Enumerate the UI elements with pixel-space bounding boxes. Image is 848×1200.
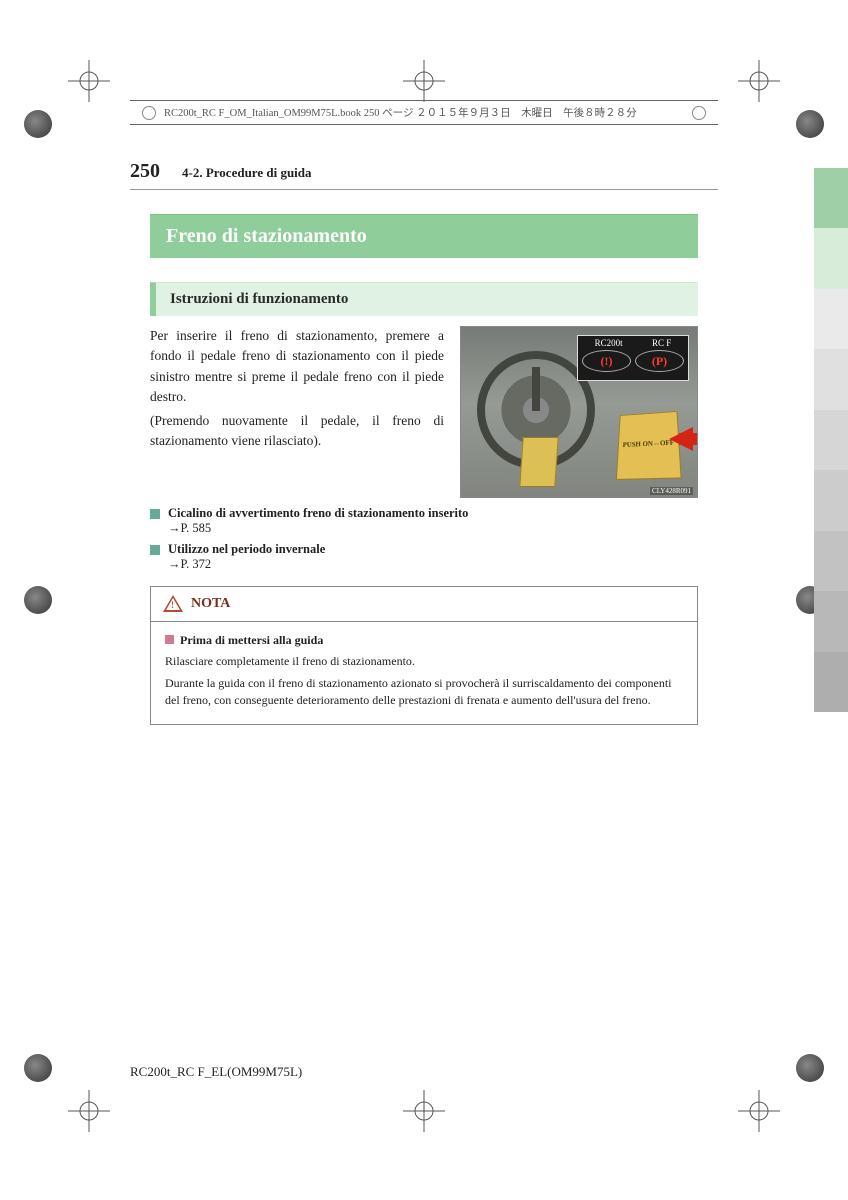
crop-mark-icon: [403, 1090, 445, 1132]
subheading: Istruzioni di funzionamento: [150, 282, 698, 316]
nota-box: ! NOTA Prima di mettersi alla guida Rila…: [150, 586, 698, 725]
crop-mark-icon: [68, 60, 110, 102]
crop-mark-icon: [68, 1090, 110, 1132]
image-code: CLY428R091: [650, 487, 693, 495]
nota-heading: ! NOTA: [151, 587, 697, 622]
body-text: Per inserire il freno di stazionamento, …: [150, 326, 444, 498]
registration-dot-icon: [24, 1054, 52, 1082]
print-header: RC200t_RC F_OM_Italian_OM99M75L.book 250…: [130, 100, 718, 125]
reference-list: Cicalino di avvertimento freno di stazio…: [150, 506, 698, 572]
nota-paragraph: Rilasciare completamente il freno di sta…: [165, 653, 683, 670]
section-path: 4-2. Procedure di guida: [182, 165, 312, 181]
page-title: Freno di stazionamento: [150, 214, 698, 258]
pedal-label: PUSH ON⇔OFF: [623, 439, 675, 449]
body-paragraph: (Premendo nuovamente il pedale, il freno…: [150, 411, 444, 452]
square-bullet-icon: [150, 545, 160, 555]
page-reference: →P. 585: [168, 521, 698, 536]
bullet-title: Cicalino di avvertimento freno di stazio…: [168, 506, 468, 521]
print-header-text: RC200t_RC F_OM_Italian_OM99M75L.book 250…: [164, 105, 637, 120]
crop-mark-icon: [403, 60, 445, 102]
warning-lamp-icon: (!): [582, 350, 631, 372]
ring-icon: [142, 106, 156, 120]
dash-label: RC F: [652, 338, 671, 348]
bullet-title: Utilizzo nel periodo invernale: [168, 542, 325, 557]
nota-lead: Prima di mettersi alla guida: [180, 633, 323, 647]
ring-icon: [692, 106, 706, 120]
warning-triangle-icon: !: [163, 595, 183, 613]
page-content: 250 4-2. Procedure di guida Freno di sta…: [130, 160, 718, 725]
color-tab-bar: [814, 168, 848, 712]
registration-dot-icon: [796, 1054, 824, 1082]
list-item: Utilizzo nel periodo invernale: [150, 542, 698, 557]
parking-lamp-icon: (P): [635, 350, 684, 372]
page-number: 250: [130, 160, 160, 183]
square-bullet-icon: [150, 509, 160, 519]
arrow-icon: [669, 427, 693, 451]
square-bullet-icon: [165, 635, 174, 644]
instruction-illustration: RC200t RC F (!) (P) PUSH ON⇔OFF CLY428R0…: [460, 326, 698, 498]
dash-inset: RC200t RC F (!) (P): [577, 335, 689, 381]
registration-dot-icon: [796, 110, 824, 138]
pedal-icon: [519, 437, 558, 487]
nota-body: Prima di mettersi alla guida Rilasciare …: [151, 622, 697, 724]
nota-label: NOTA: [191, 596, 230, 612]
body-paragraph: Per inserire il freno di stazionamento, …: [150, 326, 444, 407]
crop-mark-icon: [738, 60, 780, 102]
registration-dot-icon: [24, 110, 52, 138]
page-reference: →P. 372: [168, 557, 698, 572]
dash-label: RC200t: [595, 338, 623, 348]
registration-dot-icon: [24, 586, 52, 614]
footer-code: RC200t_RC F_EL(OM99M75L): [130, 1064, 302, 1080]
crop-mark-icon: [738, 1090, 780, 1132]
running-head: 250 4-2. Procedure di guida: [130, 160, 718, 190]
nota-paragraph: Durante la guida con il freno di stazion…: [165, 675, 683, 710]
list-item: Cicalino di avvertimento freno di stazio…: [150, 506, 698, 521]
